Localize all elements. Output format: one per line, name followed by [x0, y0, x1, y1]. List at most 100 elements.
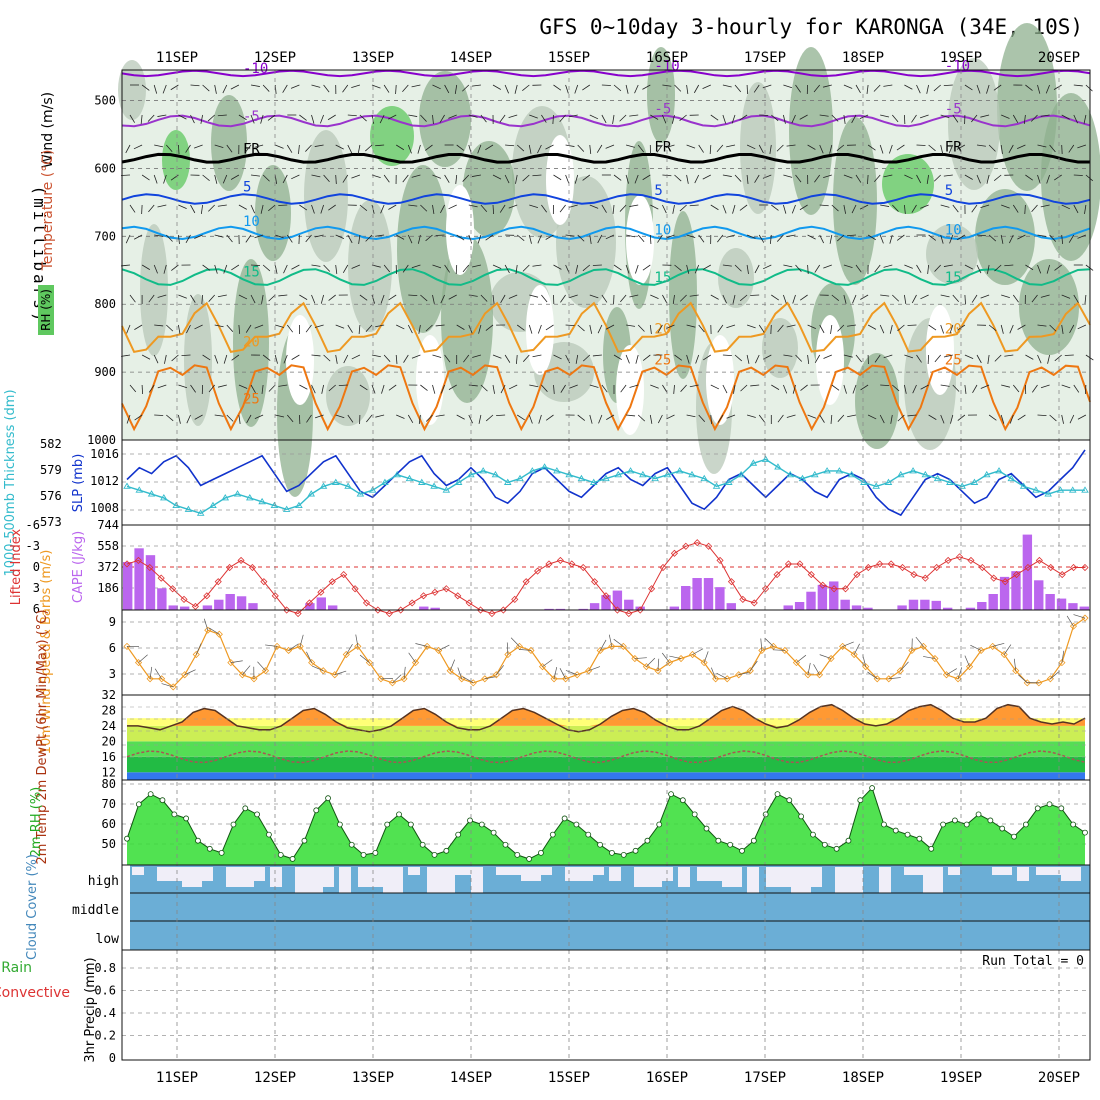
lifted-index-point	[1070, 563, 1078, 572]
wind-barb	[1061, 234, 1064, 244]
wind-barb	[830, 414, 833, 425]
wind-barb	[186, 324, 191, 334]
cloud-high-bar	[584, 867, 604, 875]
wind-barb	[1000, 324, 1004, 334]
wind-barb	[777, 414, 784, 423]
wind-barb	[492, 84, 501, 90]
wind-barb	[964, 384, 967, 394]
wind-barb	[529, 294, 539, 298]
wind-barb	[194, 234, 203, 239]
wind-barb	[866, 84, 869, 94]
wind-barb	[157, 204, 167, 208]
wind-barb	[298, 144, 300, 154]
rh2m-point	[478, 821, 485, 828]
wind-barb	[964, 264, 974, 270]
wind10m-barb	[669, 655, 682, 659]
rh2m-point	[372, 849, 379, 856]
wind-barb	[1009, 414, 1014, 424]
wind-barb	[396, 414, 405, 419]
wind-barb	[222, 174, 228, 184]
wind-barb	[1073, 114, 1078, 124]
wind-barb	[1084, 294, 1087, 304]
wind-barb	[504, 174, 510, 184]
wind-barb	[121, 354, 131, 357]
thickness-point	[958, 482, 966, 489]
wind-barb	[601, 114, 607, 124]
wind-barb	[327, 114, 336, 121]
thickness-point	[479, 467, 487, 474]
wind-barb	[626, 234, 635, 238]
wind-barb	[807, 354, 810, 364]
wind-barb	[650, 294, 659, 300]
wind-barb	[916, 264, 922, 273]
wind-barb	[710, 114, 719, 121]
thickness-point	[356, 490, 365, 497]
wind-barb	[170, 84, 179, 91]
wind-barb	[786, 144, 796, 147]
wind-barb	[829, 234, 833, 244]
thickness-point	[553, 467, 561, 474]
wind-barb	[904, 384, 907, 394]
cloud-high-bar	[182, 867, 202, 887]
lifted-index-point	[1035, 556, 1043, 564]
wind-barb	[125, 144, 131, 154]
rh2m-point	[1082, 829, 1088, 836]
thickness-point	[774, 463, 782, 470]
wind-barb	[1004, 264, 1014, 267]
wind-barb	[859, 114, 869, 120]
wind-barb	[679, 204, 687, 212]
wind-barb	[194, 144, 203, 149]
wind10m-barb	[599, 639, 607, 651]
lifted-index-point	[499, 606, 507, 614]
wind-barb	[335, 264, 338, 274]
rh-shade	[348, 200, 392, 332]
wind-barb	[891, 114, 899, 123]
wind-barb	[1077, 144, 1087, 149]
wind10m-point	[631, 654, 639, 663]
wind10m-barb	[657, 658, 660, 671]
wind-barb	[541, 114, 547, 123]
wind-barb	[395, 84, 397, 95]
wind-barb	[589, 414, 593, 424]
wind-barb	[926, 84, 929, 94]
wind10m-point	[238, 671, 246, 679]
rh-shade	[1019, 259, 1079, 355]
cape-bar	[1022, 534, 1033, 610]
wind-barb	[940, 234, 944, 244]
wind-barb	[472, 354, 482, 358]
rh-shade	[740, 82, 776, 214]
wind-barb	[311, 204, 315, 214]
cape-bar	[817, 584, 828, 610]
thickness-point	[246, 494, 254, 501]
rh2m-point	[632, 847, 639, 854]
wind10m-point	[781, 646, 789, 655]
precip-tick-label: 0.8	[94, 961, 116, 975]
rh2m-point	[1058, 805, 1065, 812]
rh-shade	[211, 95, 247, 191]
wind-barb	[129, 294, 136, 303]
wind-barb	[656, 144, 663, 153]
wind-barb	[254, 234, 264, 239]
wind-barb	[873, 84, 881, 92]
wind-barb	[133, 234, 143, 240]
wind-barb	[986, 174, 990, 184]
wind-barb	[771, 384, 780, 390]
wind-barb	[448, 384, 457, 390]
rh2m-point	[230, 821, 237, 828]
wind-barb	[686, 174, 689, 184]
wind-barb	[1073, 84, 1083, 87]
lifted-index-point	[556, 556, 564, 564]
wind-barb	[1049, 414, 1057, 422]
day-label-bottom: 12SEP	[254, 1070, 296, 1086]
wind10m-barb	[392, 674, 402, 684]
isotherm--5	[121, 114, 1091, 128]
wind-barb	[342, 84, 349, 93]
thickness-point	[675, 467, 684, 474]
wind-barb	[1037, 324, 1047, 327]
wind-barb	[1085, 174, 1094, 182]
wind-barb	[200, 204, 203, 214]
rh2m-point	[206, 845, 213, 852]
wind10m-barb	[334, 670, 347, 676]
rh2m-point	[159, 797, 166, 804]
temp-fill	[127, 704, 1085, 726]
